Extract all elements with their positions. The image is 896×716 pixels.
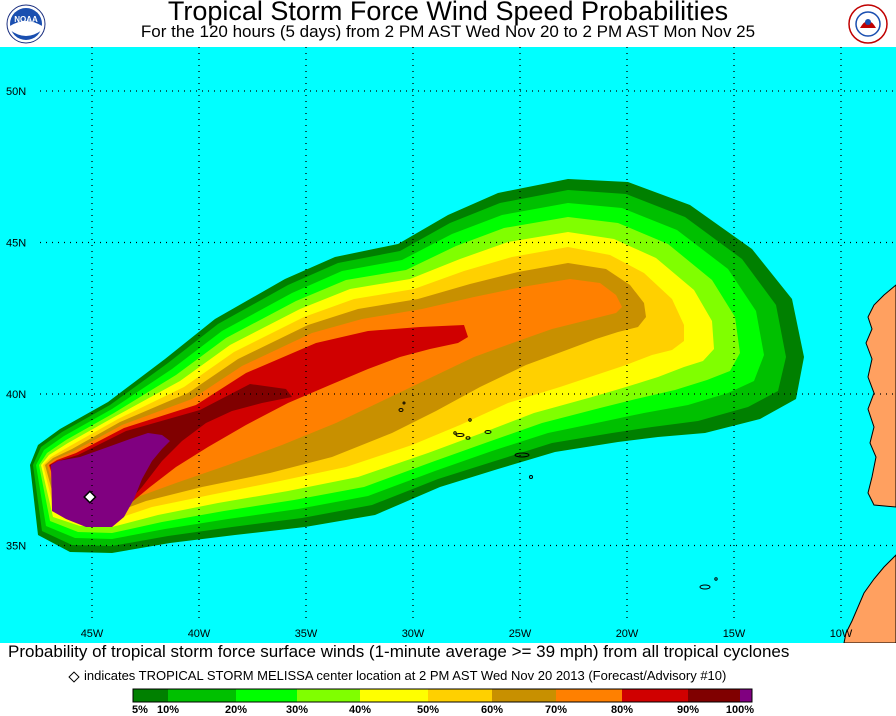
latitude-label: 45N (6, 238, 26, 250)
azores-island (402, 401, 406, 405)
africa-landmass (843, 554, 896, 643)
legend-frame (132, 688, 753, 703)
noaa-logo-text: NOAA (14, 15, 38, 24)
longitude-label: 15W (723, 628, 746, 640)
azores-island (465, 436, 471, 440)
azores-island (529, 475, 533, 479)
probability-bands (30, 179, 804, 553)
azores-island (455, 433, 465, 437)
legend-tick-label: 90% (676, 704, 700, 716)
color-legend (132, 688, 753, 703)
page-subtitle: For the 120 hours (5 days) from 2 PM AST… (140, 22, 756, 41)
legend-swatch (168, 689, 236, 702)
latitude-label: 40N (6, 389, 26, 401)
storm-note: indicates TROPICAL STORM MELISSA center … (68, 668, 727, 683)
legend-swatch (297, 689, 360, 702)
map-caption: Probability of tropical storm force surf… (8, 642, 790, 661)
islands (398, 401, 718, 590)
iberia-landmass (865, 284, 896, 508)
legend-swatch (622, 689, 688, 702)
legend-swatch (133, 689, 168, 702)
longitude-label: 45W (81, 628, 104, 640)
legend-tick-label: 50% (416, 704, 440, 716)
legend-tick-label: 40% (348, 704, 372, 716)
storm-note-text: indicates TROPICAL STORM MELISSA center … (84, 668, 727, 683)
legend-swatch (428, 689, 492, 702)
longitude-label: 35W (295, 628, 318, 640)
legend-swatch (236, 689, 297, 702)
legend-swatch (556, 689, 622, 702)
legend-swatch (688, 689, 740, 702)
legend-tick-label: 100% (725, 704, 755, 716)
longitude-label: 10W (830, 628, 853, 640)
azores-island (514, 452, 530, 458)
page-title: Tropical Storm Force Wind Speed Probabil… (167, 0, 729, 26)
diamond-icon (68, 670, 80, 683)
land-areas (843, 284, 896, 643)
legend-swatch (492, 689, 556, 702)
legend-tick-label: 5% (132, 704, 148, 716)
azores-island (398, 408, 404, 412)
longitude-label: 30W (402, 628, 425, 640)
legend-tick-label: 60% (480, 704, 504, 716)
longitude-label: 20W (616, 628, 639, 640)
legend-swatch (740, 689, 752, 702)
longitude-label: 40W (188, 628, 211, 640)
legend-tick-label: 80% (610, 704, 634, 716)
storm-center-marker (83, 490, 97, 504)
nws-logo-icon (848, 4, 888, 44)
legend-tick-label: 10% (156, 704, 180, 716)
longitude-label: 25W (509, 628, 532, 640)
legend-tick-label: 20% (224, 704, 248, 716)
noaa-logo-icon: NOAA (6, 4, 46, 44)
legend-swatch (360, 689, 428, 702)
madeira-island (699, 584, 711, 590)
axis-labels: 50N 45N 40N 35N 45W 40W 35W 30W 25W 20W 15W 10W (6, 86, 853, 640)
latitude-label: 35N (6, 541, 26, 553)
legend-tick-label: 30% (285, 704, 309, 716)
madeira-island (714, 577, 718, 581)
latitude-label: 50N (6, 86, 26, 98)
legend-tick-label: 70% (544, 704, 568, 716)
azores-island (484, 430, 492, 434)
azores-island (468, 418, 472, 422)
azores-island (453, 431, 457, 435)
probability-map: 50N 45N 40N 35N 45W 40W 35W 30W 25W 20W 15W 10W (0, 47, 896, 643)
